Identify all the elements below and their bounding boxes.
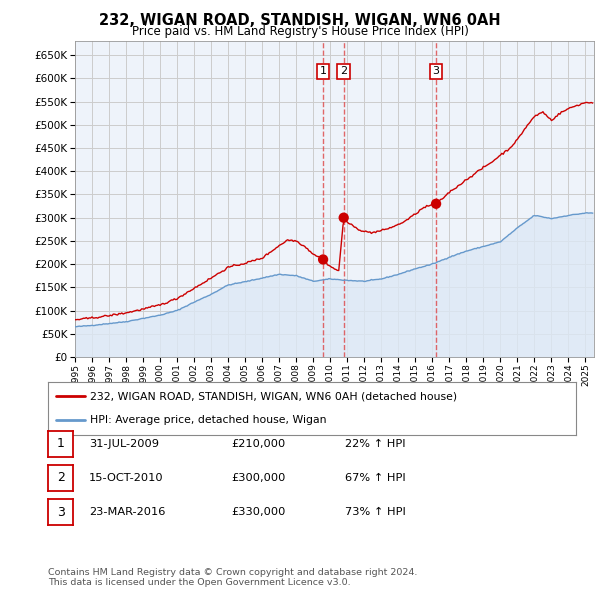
Text: 23-MAR-2016: 23-MAR-2016 — [89, 507, 165, 517]
Text: 2: 2 — [56, 471, 65, 484]
Text: HPI: Average price, detached house, Wigan: HPI: Average price, detached house, Wiga… — [90, 415, 327, 425]
Text: 22% ↑ HPI: 22% ↑ HPI — [345, 439, 406, 448]
Text: 67% ↑ HPI: 67% ↑ HPI — [345, 473, 406, 483]
Point — [431, 199, 441, 208]
Text: 3: 3 — [56, 506, 65, 519]
Point — [318, 255, 328, 264]
Text: 73% ↑ HPI: 73% ↑ HPI — [345, 507, 406, 517]
Text: 232, WIGAN ROAD, STANDISH, WIGAN, WN6 0AH: 232, WIGAN ROAD, STANDISH, WIGAN, WN6 0A… — [99, 13, 501, 28]
Text: 1: 1 — [56, 437, 65, 450]
Point — [339, 213, 349, 222]
Text: 2: 2 — [340, 66, 347, 76]
Text: 1: 1 — [320, 66, 326, 76]
Text: Price paid vs. HM Land Registry's House Price Index (HPI): Price paid vs. HM Land Registry's House … — [131, 25, 469, 38]
Text: £210,000: £210,000 — [231, 439, 285, 448]
Text: £300,000: £300,000 — [231, 473, 286, 483]
Text: 3: 3 — [433, 66, 440, 76]
Text: Contains HM Land Registry data © Crown copyright and database right 2024.
This d: Contains HM Land Registry data © Crown c… — [48, 568, 418, 587]
Text: 232, WIGAN ROAD, STANDISH, WIGAN, WN6 0AH (detached house): 232, WIGAN ROAD, STANDISH, WIGAN, WN6 0A… — [90, 391, 457, 401]
Text: 15-OCT-2010: 15-OCT-2010 — [89, 473, 163, 483]
Text: 31-JUL-2009: 31-JUL-2009 — [89, 439, 159, 448]
Text: £330,000: £330,000 — [231, 507, 286, 517]
